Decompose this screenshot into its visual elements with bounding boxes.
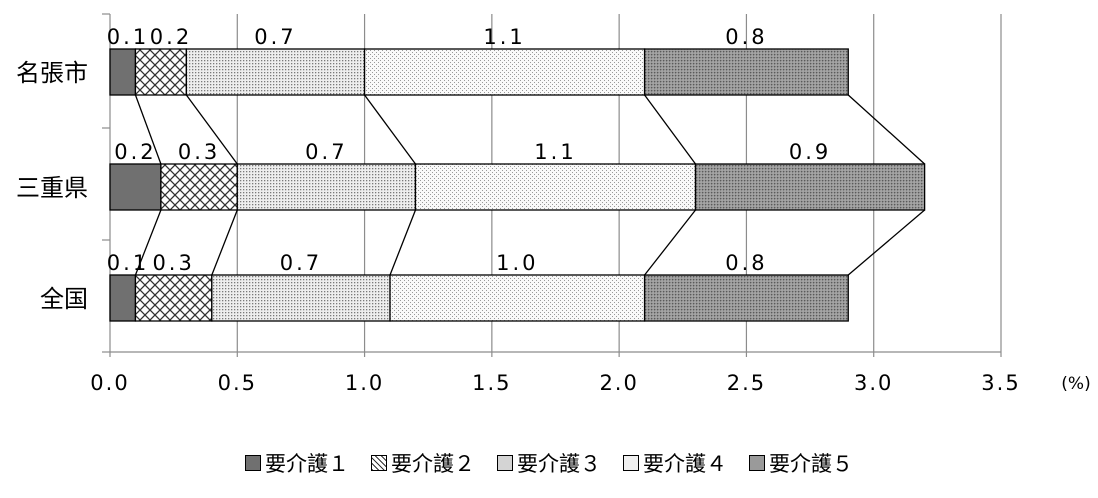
legend-item: 要介護１ [245,448,349,478]
legend-label: 要介護１ [265,452,349,476]
series-connector [134,209,162,276]
data-label: 0.2 [114,140,156,164]
bar-segment [134,48,188,96]
data-label: 1.0 [496,251,538,275]
x-tick-label: 2.5 [727,371,766,395]
bar-segment [236,163,417,211]
category-label: 三重県 [16,174,88,202]
series-connector [644,209,697,276]
series-connector [134,94,162,165]
legend-item: 要介護３ [497,448,601,478]
data-label: 0.3 [178,140,220,164]
bar-segment [414,163,697,211]
data-label: 0.7 [254,25,296,49]
data-label: 0.1 [107,25,149,49]
series-connector [644,94,697,165]
data-label: 0.9 [789,140,831,164]
data-label: 0.1 [107,251,149,275]
data-label: 0.3 [152,251,194,275]
bar-segment [109,163,162,211]
x-tick-label: 1.5 [472,371,511,395]
x-tick-label: 3.0 [854,371,893,395]
bar-segment [160,163,238,211]
legend-swatch [371,455,387,471]
legend-label: 要介護３ [517,452,601,476]
series-connector [389,209,417,276]
data-label: 0.7 [280,251,322,275]
legend-label: 要介護５ [769,452,853,476]
data-label: 0.8 [725,25,767,49]
x-tick-label: 3.5 [981,371,1020,395]
bar-segment [643,48,849,96]
bar-segment [643,274,849,322]
legend-label: 要介護４ [643,452,727,476]
data-label: 0.8 [725,251,767,275]
bar-segment [109,48,137,96]
legend-item: 要介護５ [749,448,853,478]
legend-swatch [749,455,765,471]
bar-segment [109,274,137,322]
bar-segment [134,274,213,322]
legend-swatch [245,455,261,471]
data-label: 0.2 [150,25,192,49]
x-tick-label: 0.0 [90,371,129,395]
x-tick-label: 2.0 [599,371,638,395]
legend-swatch [497,455,513,471]
bar-segment [694,163,926,211]
category-label: 名張市 [16,59,88,87]
legend-label: 要介護２ [391,452,475,476]
category-label: 全国 [40,285,88,313]
chart-legend: 要介護１ 要介護２ 要介護３ 要介護４ 要介護５ [0,448,1098,478]
series-connector [364,94,417,165]
bar-segment [363,48,646,96]
data-label: 1.1 [534,140,576,164]
series-connector [185,94,238,165]
legend-item: 要介護２ [371,448,475,478]
data-label: 0.7 [305,140,347,164]
x-tick-label: 0.5 [218,371,257,395]
legend-swatch [623,455,639,471]
bar-segment [389,274,646,322]
series-connector [211,209,238,276]
data-label: 1.1 [483,25,525,49]
x-unit-label: (%) [1061,374,1090,394]
bar-segment [185,48,366,96]
bar-segment [211,274,391,322]
legend-item: 要介護４ [623,448,727,478]
series-connector [847,209,926,276]
series-connector [847,94,926,165]
x-tick-label: 1.0 [345,371,384,395]
